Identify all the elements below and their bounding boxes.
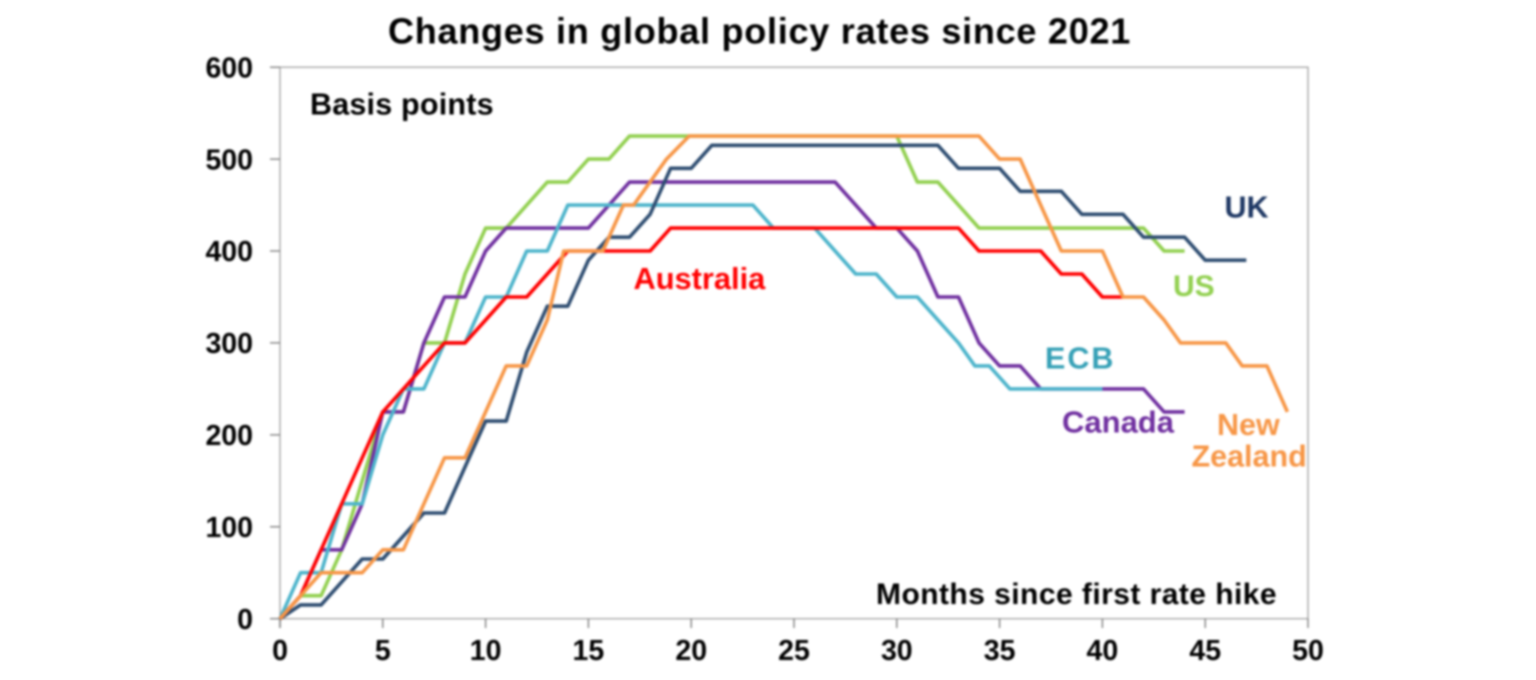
svg-text:400: 400	[205, 236, 253, 268]
svg-text:50: 50	[1292, 635, 1324, 667]
svg-text:600: 600	[205, 52, 253, 84]
svg-text:Months since first rate hike: Months since first rate hike	[876, 578, 1277, 611]
svg-text:0: 0	[237, 604, 253, 636]
svg-text:Australia: Australia	[634, 261, 767, 296]
svg-text:ECB: ECB	[1045, 342, 1115, 376]
svg-text:10: 10	[470, 635, 502, 667]
svg-text:New: New	[1217, 408, 1280, 442]
svg-text:40: 40	[1087, 635, 1119, 667]
svg-text:Zealand: Zealand	[1192, 440, 1307, 474]
svg-text:20: 20	[675, 635, 707, 667]
svg-text:25: 25	[778, 635, 810, 667]
svg-text:Changes in global policy rates: Changes in global policy rates since 202…	[388, 11, 1131, 52]
svg-text:15: 15	[573, 635, 605, 667]
svg-text:0: 0	[272, 635, 288, 667]
svg-text:30: 30	[881, 635, 913, 667]
svg-text:Canada: Canada	[1062, 405, 1175, 440]
svg-text:5: 5	[375, 635, 391, 667]
svg-text:45: 45	[1189, 635, 1221, 667]
svg-text:US: US	[1173, 270, 1215, 303]
svg-text:500: 500	[205, 144, 253, 176]
svg-text:100: 100	[205, 512, 253, 544]
svg-text:200: 200	[205, 420, 253, 452]
svg-text:35: 35	[984, 635, 1016, 667]
svg-text:UK: UK	[1225, 191, 1269, 225]
svg-text:300: 300	[205, 328, 253, 360]
svg-text:Basis points: Basis points	[310, 88, 494, 122]
